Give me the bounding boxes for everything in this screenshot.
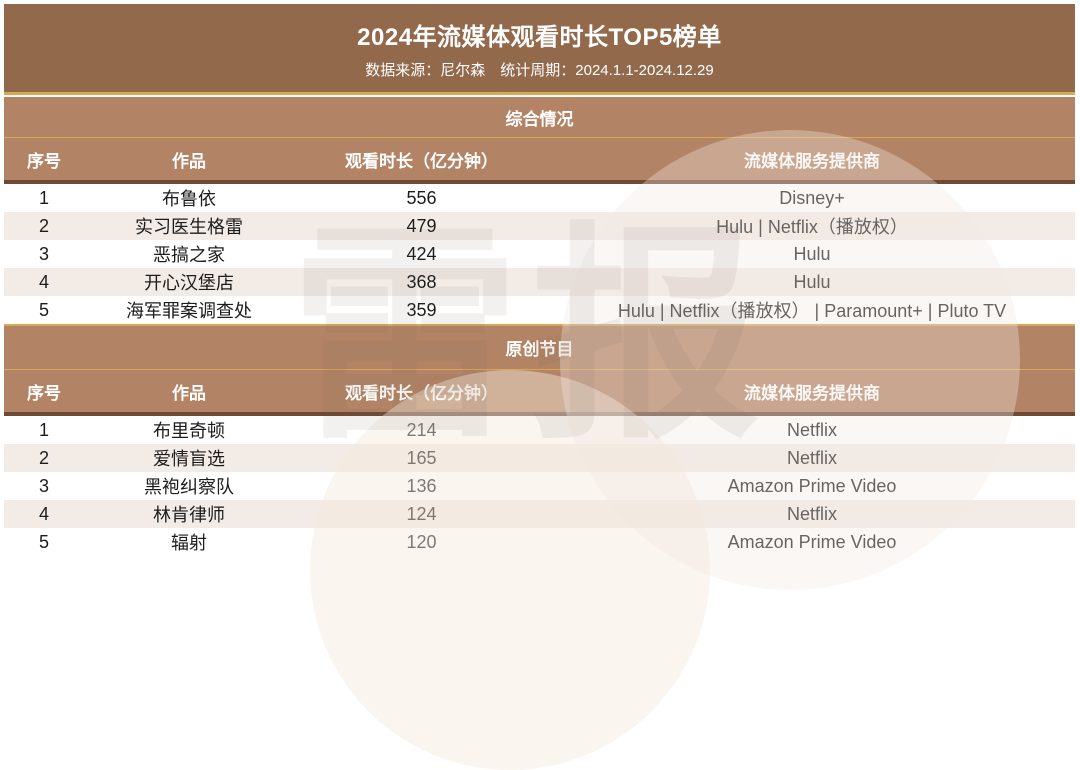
col-header-provider: 流媒体服务提供商 xyxy=(744,151,880,171)
cell-minutes: 556 xyxy=(406,187,437,208)
cell-rank: 3 xyxy=(38,475,49,496)
cell-work: 恶搞之家 xyxy=(153,245,225,265)
cell-work: 辐射 xyxy=(171,533,207,553)
cell-provider: Hulu | Netflix（播放权） | Paramount+ | Pluto… xyxy=(617,301,1007,321)
col-header-provider: 流媒体服务提供商 xyxy=(744,383,880,403)
cell-work: 海军罪案调查处 xyxy=(126,301,252,321)
data-source-note: 数据来源：尼尔森 统计周期：2024.1.1-2024.12.29 xyxy=(365,61,714,79)
column-header-row: 序号 作品 观看时长（亿分钟） 流媒体服务提供商 xyxy=(4,137,1075,184)
divider xyxy=(4,95,1075,97)
cell-minutes: 136 xyxy=(406,475,437,496)
section-title-overall: 综合情况 xyxy=(4,97,1075,137)
table-row: 2 实习医生格雷 479 Hulu | Netflix（播放权） xyxy=(4,212,1075,240)
column-header-row: 序号 作品 观看时长（亿分钟） 流媒体服务提供商 xyxy=(4,369,1075,416)
cell-provider: Amazon Prime Video xyxy=(727,475,897,496)
cell-provider: Netflix xyxy=(786,503,837,524)
ranking-infographic: 2024年流媒体观看时长TOP5榜单 数据来源：尼尔森 统计周期：2024.1.… xyxy=(4,4,1075,556)
cell-minutes: 124 xyxy=(406,503,437,524)
cell-rank: 5 xyxy=(38,531,49,552)
col-header-rank: 序号 xyxy=(27,383,61,403)
col-header-work: 作品 xyxy=(172,151,206,171)
table-body-overall: 1 布鲁依 556 Disney+ 2 实习医生格雷 479 Hulu | Ne… xyxy=(4,184,1075,324)
cell-minutes: 214 xyxy=(406,419,437,440)
col-header-minutes: 观看时长（亿分钟） xyxy=(345,151,498,171)
cell-work: 黑袍纠察队 xyxy=(144,477,234,497)
cell-work: 林肯律师 xyxy=(153,505,225,525)
section-overall: 综合情况 序号 作品 观看时长（亿分钟） 流媒体服务提供商 1 布鲁依 556 … xyxy=(4,97,1075,324)
table-row: 5 辐射 120 Amazon Prime Video xyxy=(4,528,1075,556)
table-row: 4 林肯律师 124 Netflix xyxy=(4,500,1075,528)
cell-minutes: 424 xyxy=(406,243,437,264)
table-row: 3 黑袍纠察队 136 Amazon Prime Video xyxy=(4,472,1075,500)
section-originals: 原创节目 序号 作品 观看时长（亿分钟） 流媒体服务提供商 1 布里奇顿 214… xyxy=(4,324,1075,556)
cell-minutes: 120 xyxy=(406,531,437,552)
cell-rank: 4 xyxy=(38,503,49,524)
cell-rank: 2 xyxy=(38,447,49,468)
cell-rank: 2 xyxy=(38,215,49,236)
cell-rank: 1 xyxy=(38,419,49,440)
col-header-minutes: 观看时长（亿分钟） xyxy=(345,383,498,403)
cell-minutes: 165 xyxy=(406,447,437,468)
table-row: 1 布鲁依 556 Disney+ xyxy=(4,184,1075,212)
cell-provider: Hulu xyxy=(793,243,831,264)
col-header-work: 作品 xyxy=(172,383,206,403)
table-row: 1 布里奇顿 214 Netflix xyxy=(4,416,1075,444)
cell-provider: Disney+ xyxy=(779,187,845,208)
cell-provider: Hulu xyxy=(793,271,831,292)
section-title-originals: 原创节目 xyxy=(4,324,1075,369)
cell-work: 布鲁依 xyxy=(162,189,216,209)
cell-work: 实习医生格雷 xyxy=(135,217,243,237)
cell-provider: Hulu | Netflix（播放权） xyxy=(716,217,908,237)
cell-rank: 1 xyxy=(38,187,49,208)
table-row: 3 恶搞之家 424 Hulu xyxy=(4,240,1075,268)
page-title: 2024年流媒体观看时长TOP5榜单 xyxy=(357,23,722,51)
cell-rank: 4 xyxy=(38,271,49,292)
cell-work: 爱情盲选 xyxy=(153,449,225,469)
table-row: 2 爱情盲选 165 Netflix xyxy=(4,444,1075,472)
cell-minutes: 368 xyxy=(406,271,437,292)
cell-provider: Netflix xyxy=(786,447,837,468)
cell-work: 布里奇顿 xyxy=(153,421,225,441)
table-body-originals: 1 布里奇顿 214 Netflix 2 爱情盲选 165 Netflix 3 … xyxy=(4,416,1075,556)
header-banner: 2024年流媒体观看时长TOP5榜单 数据来源：尼尔森 统计周期：2024.1.… xyxy=(4,4,1075,95)
cell-rank: 5 xyxy=(38,299,49,320)
table-row: 4 开心汉堡店 368 Hulu xyxy=(4,268,1075,296)
cell-minutes: 359 xyxy=(406,299,437,320)
cell-minutes: 479 xyxy=(406,215,437,236)
col-header-rank: 序号 xyxy=(27,151,61,171)
cell-rank: 3 xyxy=(38,243,49,264)
cell-work: 开心汉堡店 xyxy=(144,273,234,293)
cell-provider: Netflix xyxy=(786,419,837,440)
cell-provider: Amazon Prime Video xyxy=(727,531,897,552)
table-row: 5 海军罪案调查处 359 Hulu | Netflix（播放权） | Para… xyxy=(4,296,1075,324)
